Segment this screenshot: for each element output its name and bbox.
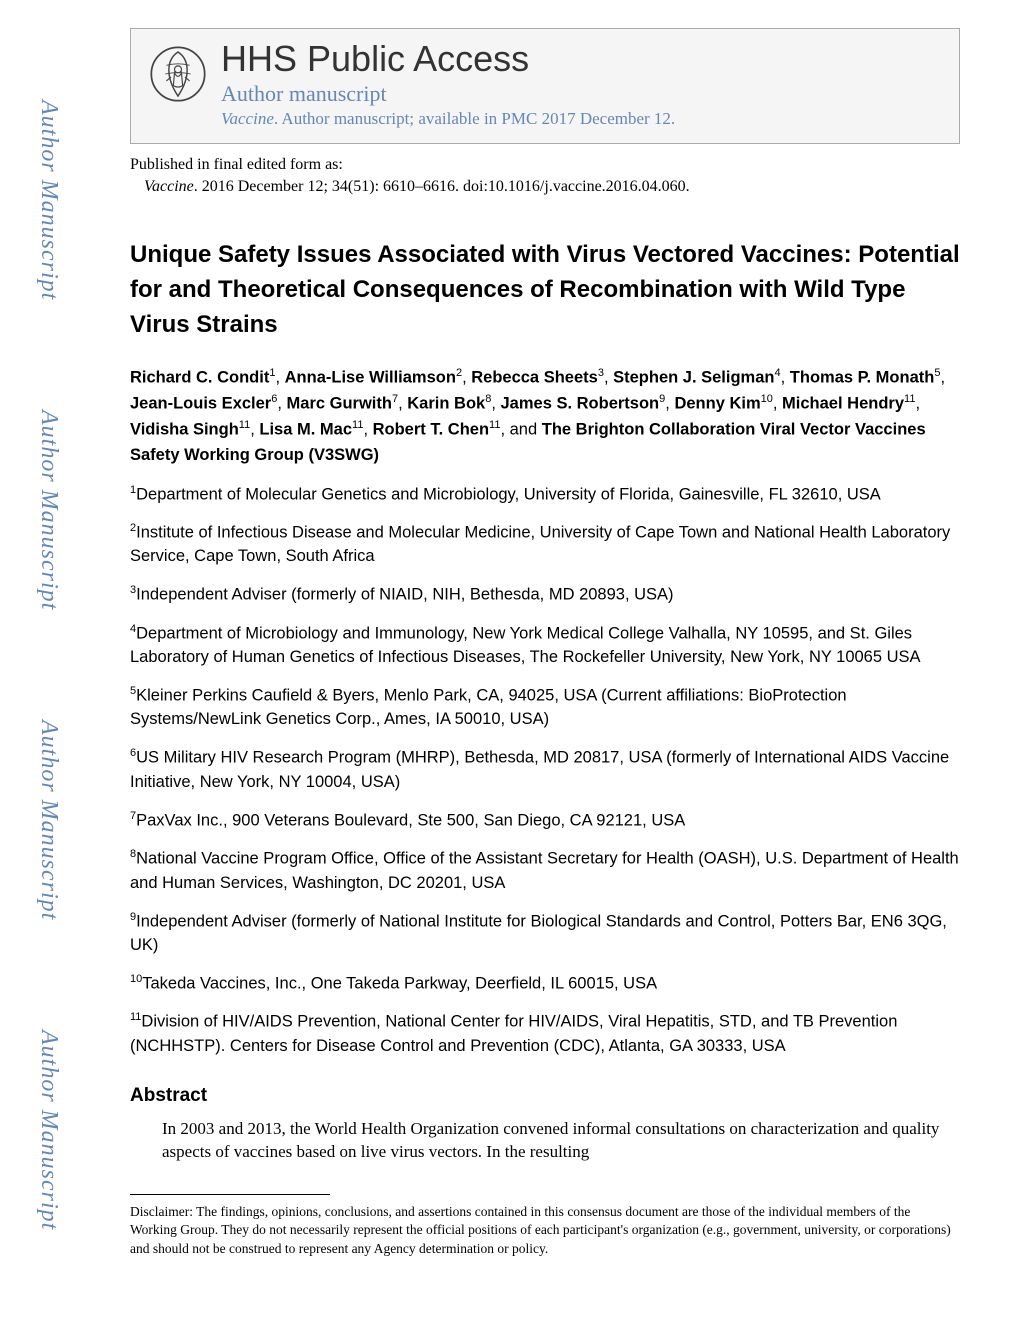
watermark-text: Author Manuscript — [35, 410, 62, 610]
abstract-body: In 2003 and 2013, the World Health Organ… — [162, 1117, 960, 1165]
publication-info: Published in final edited form as: Vacci… — [130, 154, 960, 199]
watermark-text: Author Manuscript — [35, 100, 62, 300]
header-title: HHS Public Access — [221, 39, 941, 79]
affiliation-item: 11Division of HIV/AIDS Prevention, Natio… — [130, 1010, 960, 1058]
affiliation-item: 4Department of Microbiology and Immunolo… — [130, 622, 960, 670]
journal-rest: . Author manuscript; available in PMC 20… — [274, 109, 675, 128]
hhs-logo-icon — [149, 45, 207, 103]
header-subtitle: Author manuscript — [221, 81, 941, 107]
affiliation-item: 8National Vaccine Program Office, Office… — [130, 847, 960, 895]
affiliation-item: 5Kleiner Perkins Caufield & Byers, Menlo… — [130, 684, 960, 732]
affiliation-item: 6US Military HIV Research Program (MHRP)… — [130, 746, 960, 794]
affiliation-item: 7PaxVax Inc., 900 Veterans Boulevard, St… — [130, 809, 960, 833]
footnote-disclaimer: Disclaimer: The findings, opinions, conc… — [130, 1203, 960, 1258]
pub-citation: . 2016 December 12; 34(51): 6610–6616. d… — [194, 178, 690, 195]
header-journal-line: Vaccine. Author manuscript; available in… — [221, 109, 941, 129]
article-title: Unique Safety Issues Associated with Vir… — [130, 238, 960, 342]
affiliation-item: 3Independent Adviser (formerly of NIAID,… — [130, 583, 960, 607]
pub-line-2: Vaccine. 2016 December 12; 34(51): 6610–… — [144, 176, 960, 198]
affiliation-item: 9Independent Adviser (formerly of Nation… — [130, 910, 960, 958]
footnote-rule — [130, 1194, 330, 1195]
affiliation-item: 2Institute of Infectious Disease and Mol… — [130, 521, 960, 569]
journal-name: Vaccine — [221, 109, 274, 128]
header-text: HHS Public Access Author manuscript Vacc… — [221, 39, 941, 129]
page-content: HHS Public Access Author manuscript Vacc… — [100, 0, 960, 1258]
watermark-text: Author Manuscript — [35, 1030, 62, 1230]
affiliation-item: 1Department of Molecular Genetics and Mi… — [130, 483, 960, 507]
pub-journal: Vaccine — [144, 178, 194, 195]
affiliation-item: 10Takeda Vaccines, Inc., One Takeda Park… — [130, 972, 960, 996]
abstract-heading: Abstract — [130, 1085, 960, 1107]
affiliations-list: 1Department of Molecular Genetics and Mi… — [130, 483, 960, 1059]
pub-line-1: Published in final edited form as: — [130, 154, 960, 176]
header-box: HHS Public Access Author manuscript Vacc… — [130, 28, 960, 144]
watermark-text: Author Manuscript — [35, 720, 62, 920]
authors-list: Richard C. Condit1, Anna-Lise Williamson… — [130, 365, 960, 469]
